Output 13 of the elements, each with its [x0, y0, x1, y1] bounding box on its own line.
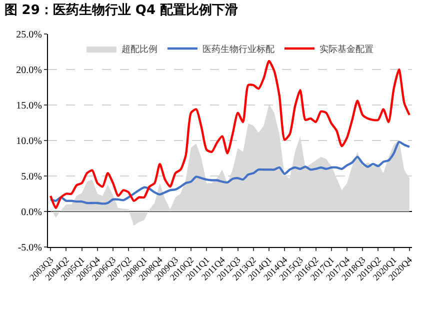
- y-tick-label: -5.0%: [18, 242, 42, 254]
- line-series: [50, 60, 410, 210]
- y-tick-label: 10.0%: [16, 136, 42, 147]
- legend-label: 超配比例: [122, 44, 158, 56]
- legend-label: 医药生物行业标配: [202, 44, 274, 56]
- y-tick-label: 20.0%: [16, 65, 42, 76]
- y-tick-label: 0.0%: [21, 207, 42, 218]
- chart-title: 图 29：医药生物行业 Q4 配置比例下滑: [4, 2, 238, 18]
- y-tick-label: 25.0%: [16, 30, 42, 40]
- legend-label: 实际基金配置: [320, 44, 374, 56]
- y-tick-label: 15.0%: [16, 100, 42, 112]
- line-series: [50, 140, 410, 205]
- y-tick-label: 5.0%: [21, 172, 42, 182]
